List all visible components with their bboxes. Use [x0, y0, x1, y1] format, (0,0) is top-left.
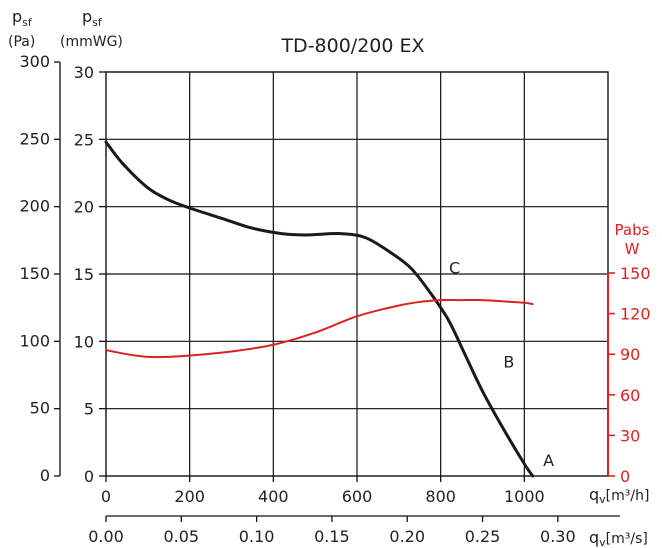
bottom-m3s-tick-label: 0.20 — [389, 527, 425, 546]
bottom-m3h-tick-label: 1000 — [504, 487, 545, 506]
left-pa-tick-label: 250 — [19, 129, 50, 148]
bottom-m3h-tick-label: 600 — [342, 487, 373, 506]
bottom-m3h-tick-label: 800 — [425, 487, 456, 506]
left-mmwg-tick-label: 25 — [74, 130, 94, 149]
left-mmwg-tick-label: 20 — [74, 198, 94, 217]
bottom-m3s-tick-label: 0.10 — [239, 527, 275, 546]
left-mmwg-tick-label: 10 — [74, 332, 94, 351]
right-axis-tick-label: 150 — [620, 264, 651, 283]
bottom-m3s-tick-label: 0.25 — [465, 527, 501, 546]
bottom-m3s-tick-label: 0.00 — [88, 527, 124, 546]
bottom-m3s-axis-title-unit: [m³/s] — [606, 531, 648, 547]
bottom-m3s-tick-label: 0.15 — [314, 527, 350, 546]
left-pa-axis-title-main: p — [12, 7, 22, 26]
operating-point-label-a: A — [543, 451, 554, 470]
right-axis-tick-label: 90 — [620, 345, 640, 364]
bottom-m3h-axis-title: qv[m³/h] — [589, 485, 649, 506]
bottom-m3h-tick-label: 200 — [174, 487, 205, 506]
right-axis-tick-label: 120 — [620, 305, 651, 324]
left-pa-tick-label: 200 — [19, 197, 50, 216]
power-curve-line — [105, 298, 534, 359]
bottom-m3h-axis-title-main: q — [589, 485, 599, 504]
left-pa-tick-label: 100 — [19, 331, 50, 350]
operating-point-label-c: C — [449, 258, 460, 277]
chart-title: TD-800/200 EX — [280, 35, 424, 57]
grid-layer — [105, 71, 609, 477]
bottom-m3s-axis-title-sub: v — [599, 536, 606, 548]
right-axis-tick-label: 60 — [620, 386, 640, 405]
bottom-m3h-tick-label: 0 — [101, 487, 111, 506]
left-mmwg-axis-title-main: p — [82, 7, 92, 26]
left-pa-tick-label: 300 — [19, 52, 50, 71]
left-mmwg-axis-title-sub: sf — [92, 16, 103, 29]
left-pa-axis-title: psf — [12, 7, 33, 29]
left-mmwg-tick-label: 30 — [74, 63, 94, 82]
left-mmwg-axis-unit: (mmWG) — [60, 34, 123, 50]
left-pa-axis-unit: (Pa) — [8, 34, 35, 50]
series-layer — [104, 140, 535, 478]
left-pa-tick-label: 150 — [19, 264, 50, 283]
bottom-m3h-axis-title-sub: v — [599, 493, 606, 506]
left-mmwg-axis-title: psf — [82, 7, 103, 29]
right-axis-tick-label: 30 — [620, 426, 640, 445]
bottom-m3h-tick-label: 400 — [258, 487, 289, 506]
operating-point-label-b: B — [503, 353, 514, 372]
left-pa-tick-label: 0 — [40, 466, 50, 485]
left-pa-axis-title-sub: sf — [22, 16, 33, 29]
axes-layer: 0501001502002503000510152025300306090120… — [19, 52, 650, 546]
bottom-m3s-tick-label: 0.05 — [163, 527, 199, 546]
left-mmwg-tick-label: 15 — [74, 265, 94, 284]
bottom-m3h-axis-title-unit: [m³/h] — [606, 488, 650, 504]
pressure-curve-line — [104, 140, 535, 478]
right-axis-title-line1: Pabs — [615, 221, 650, 239]
right-axis-tick-label: 0 — [620, 467, 630, 486]
left-mmwg-tick-label: 0 — [84, 467, 94, 486]
right-axis-title-line2: W — [625, 240, 640, 258]
point-labels-layer: C B A — [449, 258, 554, 470]
left-pa-tick-label: 50 — [30, 399, 50, 418]
bottom-m3s-axis-title-main: q — [589, 528, 599, 547]
bottom-m3s-axis-title: qv[m³/s] — [589, 528, 648, 548]
bottom-m3s-tick-label: 0.30 — [540, 527, 576, 546]
left-mmwg-tick-label: 5 — [84, 400, 94, 419]
